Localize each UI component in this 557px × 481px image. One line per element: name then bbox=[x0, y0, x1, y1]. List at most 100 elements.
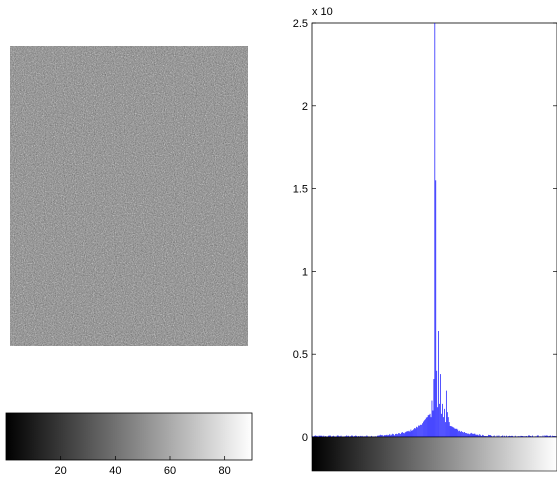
histogram-bar bbox=[378, 435, 379, 437]
histogram-bar bbox=[378, 435, 380, 437]
histogram-bar bbox=[380, 435, 382, 437]
histogram-bar bbox=[339, 436, 341, 437]
histogram-bar bbox=[414, 428, 416, 437]
histogram-bar bbox=[389, 433, 391, 437]
histogram-bar bbox=[451, 426, 453, 437]
histogram-bar bbox=[361, 435, 363, 437]
histogram-bar bbox=[531, 436, 532, 437]
histogram-bar bbox=[455, 428, 457, 437]
histogram-bar bbox=[512, 435, 513, 437]
histogram-bar bbox=[321, 435, 323, 437]
histogram-bar bbox=[334, 436, 335, 437]
histogram-bar bbox=[418, 425, 419, 437]
histogram-bar bbox=[350, 436, 351, 437]
histogram-bar bbox=[489, 435, 490, 437]
colorbar-tick-label: 80 bbox=[219, 465, 231, 477]
histogram-bar bbox=[485, 435, 486, 437]
histogram-bar bbox=[381, 434, 383, 437]
histogram-bar bbox=[383, 435, 385, 437]
histogram-bar bbox=[364, 436, 366, 437]
histogram-bar bbox=[367, 436, 369, 437]
colorbar-tick-label: 60 bbox=[164, 465, 176, 477]
histogram-bar bbox=[431, 400, 433, 437]
histogram-bar bbox=[314, 435, 316, 437]
histogram-bar bbox=[433, 379, 435, 437]
histogram-bar bbox=[486, 436, 487, 437]
histogram-bar bbox=[457, 429, 459, 437]
histogram-bar bbox=[384, 435, 386, 437]
histogram-bar bbox=[379, 434, 381, 437]
histogram-bar bbox=[466, 433, 467, 437]
histogram-bar bbox=[555, 436, 556, 437]
histogram-bar bbox=[438, 331, 439, 437]
histogram-bar bbox=[395, 433, 396, 437]
histogram-bar bbox=[477, 434, 479, 437]
histogram-bar bbox=[475, 434, 477, 437]
histogram-bar bbox=[525, 436, 527, 437]
histogram-bar bbox=[517, 436, 519, 437]
histogram-bar bbox=[320, 435, 322, 437]
histogram-bar bbox=[487, 436, 488, 437]
histogram: 0 0.5 1 1.5 2 2.5 x 10 bbox=[293, 6, 557, 472]
histogram-bar bbox=[447, 417, 449, 437]
histogram-bar bbox=[402, 432, 404, 437]
histogram-bar bbox=[461, 431, 462, 437]
histogram-bar bbox=[520, 435, 522, 437]
histogram-bar bbox=[386, 434, 388, 437]
y-tick-label: 0 bbox=[302, 432, 308, 444]
histogram-bar bbox=[333, 435, 334, 437]
histogram-bar bbox=[467, 433, 469, 437]
histogram-bar bbox=[390, 435, 392, 437]
histogram-bar bbox=[355, 435, 356, 437]
histogram-bar bbox=[476, 434, 478, 437]
histogram-bar bbox=[546, 435, 548, 437]
histogram-bar bbox=[354, 436, 355, 437]
histogram-bar bbox=[480, 435, 482, 437]
histogram-bar bbox=[548, 436, 550, 437]
histogram-bar bbox=[539, 436, 541, 437]
histogram-bar bbox=[397, 434, 398, 437]
histogram-bar bbox=[554, 435, 555, 437]
histogram-bar bbox=[365, 436, 367, 437]
histogram-bar bbox=[540, 436, 542, 437]
histogram-bar bbox=[526, 436, 528, 437]
histogram-bar bbox=[442, 403, 443, 437]
histogram-bar bbox=[410, 429, 412, 437]
histogram-bar bbox=[528, 435, 529, 437]
histogram-bar bbox=[347, 436, 349, 437]
histogram-bar bbox=[385, 435, 387, 437]
histogram-bar bbox=[340, 435, 342, 437]
histogram-bar bbox=[401, 432, 403, 437]
histogram-bar bbox=[482, 434, 484, 437]
histogram-bar bbox=[413, 429, 415, 437]
histogram-bar bbox=[360, 436, 362, 437]
histogram-bar bbox=[453, 427, 455, 437]
histogram-bar bbox=[394, 435, 395, 437]
histogram-bar bbox=[357, 436, 359, 437]
histogram-bar bbox=[501, 436, 503, 437]
histogram-bar bbox=[396, 433, 397, 437]
histogram-bar bbox=[415, 428, 417, 437]
histogram-bar bbox=[430, 417, 432, 437]
histogram-bar bbox=[352, 435, 353, 437]
histogram-bar bbox=[445, 390, 447, 437]
histogram-bar bbox=[351, 435, 352, 437]
histogram-bar bbox=[329, 435, 330, 437]
histogram-bar bbox=[478, 435, 480, 437]
histogram-bar bbox=[419, 425, 420, 437]
histogram-bar bbox=[483, 435, 484, 437]
histogram-bar bbox=[441, 413, 442, 437]
histogram-bar bbox=[408, 430, 410, 437]
histogram-bar bbox=[508, 436, 509, 437]
histogram-bar bbox=[522, 436, 524, 437]
histogram-bar bbox=[345, 436, 347, 437]
y-tick-label: 2.5 bbox=[293, 18, 308, 30]
histogram-bar bbox=[388, 434, 390, 437]
histogram-bar bbox=[458, 431, 460, 437]
histogram-bar bbox=[371, 435, 373, 437]
histogram-bar bbox=[421, 424, 422, 437]
histogram-bar bbox=[437, 407, 439, 437]
histogram-bar bbox=[479, 434, 481, 437]
histogram-bar bbox=[398, 433, 399, 437]
histogram-bar bbox=[336, 435, 338, 437]
